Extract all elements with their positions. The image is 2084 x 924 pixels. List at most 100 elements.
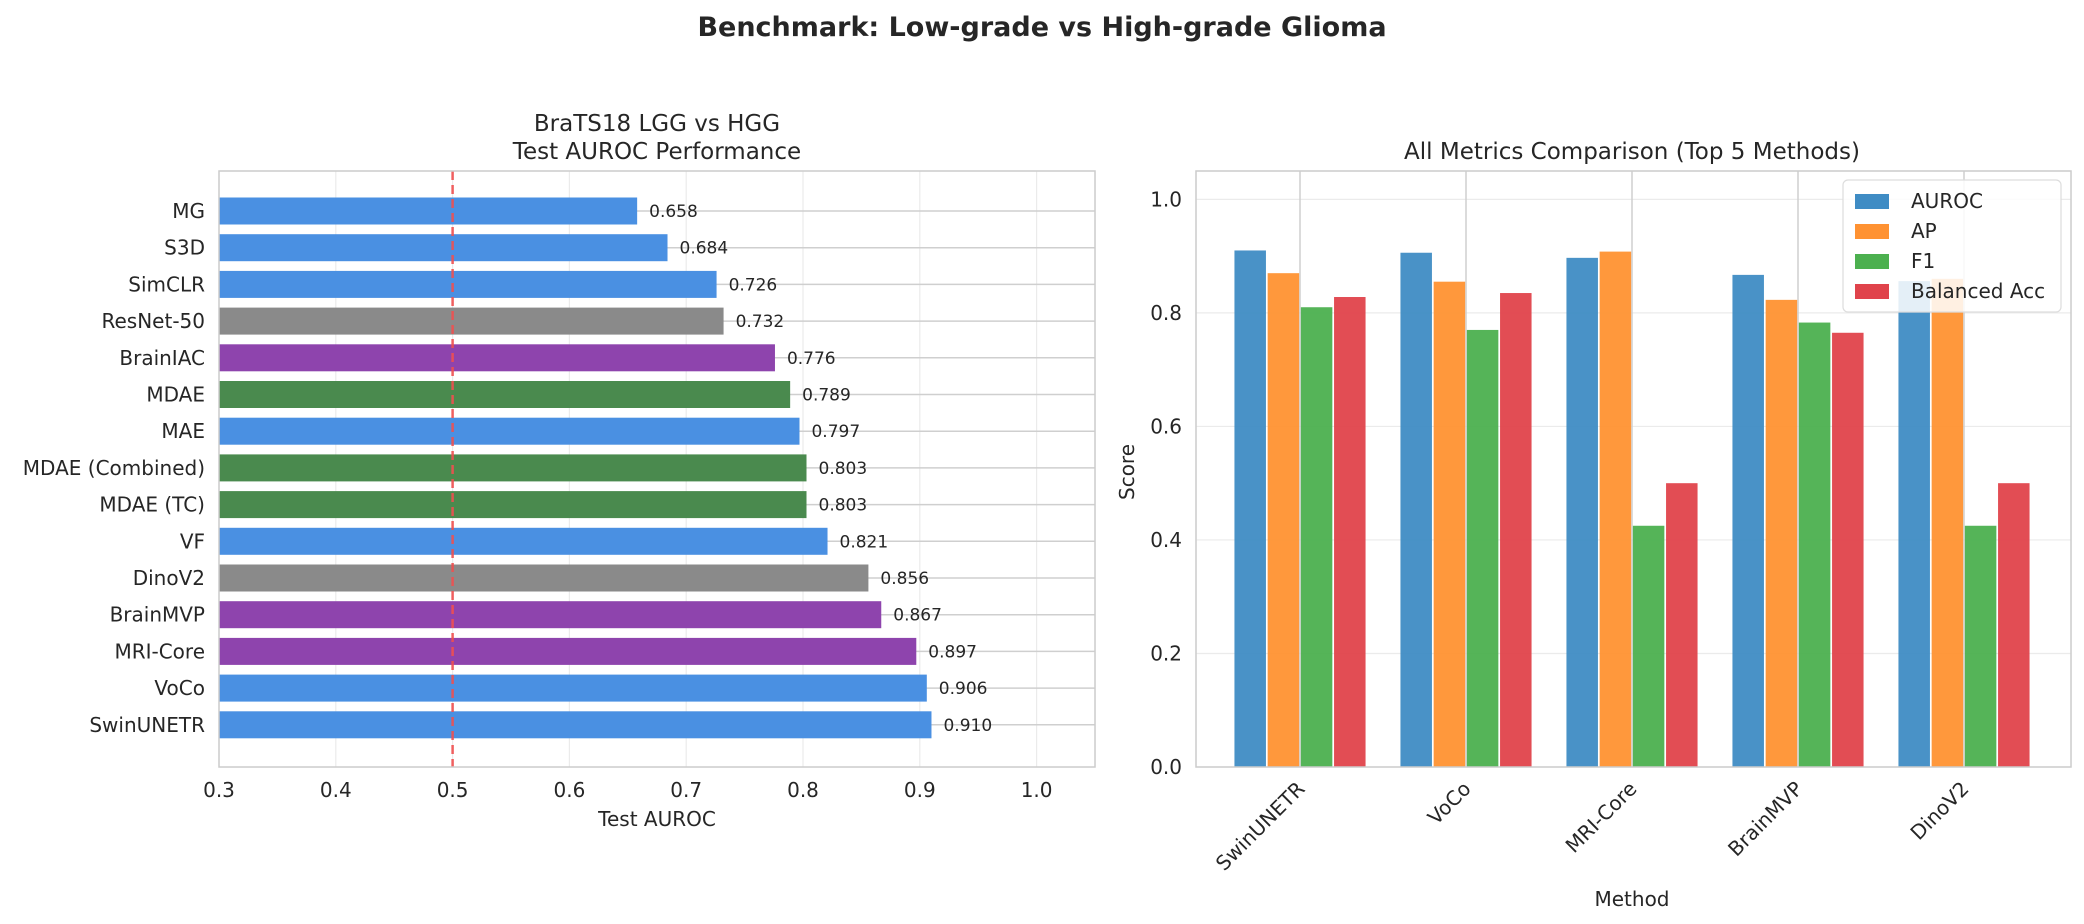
y-tick-mg: MG [172, 199, 205, 223]
bar-voco-auroc [1400, 252, 1432, 768]
left-plot-frame [218, 170, 1096, 768]
legend-label-ap: AP [1911, 219, 1937, 243]
bar-voco [219, 674, 927, 702]
legend-swatch-f1 [1855, 254, 1889, 269]
y-tick-resnet-50: ResNet-50 [102, 309, 206, 333]
bar-voco-balanced-acc [1500, 293, 1532, 767]
legend-label-f1: F1 [1911, 249, 1935, 273]
x-tick-1-0: 1.0 [1021, 778, 1053, 802]
bar-brainmvp-auroc [1732, 274, 1764, 767]
left-chart-title-line-1: BraTS18 LGG vs HGG [534, 111, 780, 137]
left-bars [219, 197, 932, 739]
legend-swatch-auroc [1855, 194, 1889, 209]
legend-box [1842, 179, 2062, 313]
x-tick-0-8: 0.8 [787, 778, 819, 802]
bar-mri-core-auroc [1566, 257, 1598, 767]
bar-mdae [219, 381, 791, 408]
bar-mg [219, 197, 638, 225]
x-tick-0-6: 0.6 [553, 778, 585, 802]
right-bars [1234, 250, 2030, 768]
y-tick-0-0: 0.0 [1150, 755, 1182, 779]
bar-s3d [219, 234, 668, 262]
y-tick-dinov2: DinoV2 [133, 566, 205, 590]
x-tick-dinov2: DinoV2 [1905, 777, 1973, 845]
x-tick-mri-core: MRI-Core [1561, 777, 1642, 858]
bar-dinov2-ap [1931, 278, 1964, 767]
right-y-ticks: 0.0 0.2 0.4 0.6 0.8 1.0 [1150, 187, 1182, 779]
x-tick-0-5: 0.5 [437, 778, 469, 802]
bar-mri-core [219, 637, 917, 665]
value-label-mg: 0.658 [649, 202, 698, 222]
bar-swinunetr-auroc [1234, 250, 1266, 767]
value-label-mdae-tc: 0.803 [819, 496, 868, 516]
y-tick-mri-core: MRI-Core [114, 639, 205, 663]
bar-mdae-combined [219, 454, 807, 482]
y-tick-0-2: 0.2 [1150, 641, 1182, 665]
value-label-brainmvp: 0.867 [893, 606, 942, 626]
y-tick-vf: VF [180, 529, 205, 553]
right-plot-frame [1195, 170, 2072, 768]
bar-brainmvp-ap [1765, 299, 1798, 767]
legend: AUROC AP F1 Balanced Acc [1842, 179, 2062, 313]
value-label-mri-core: 0.897 [928, 642, 977, 662]
legend-swatch-ap [1855, 224, 1889, 239]
bar-dinov2-f1 [1964, 525, 1997, 767]
y-tick-swinunetr: SwinUNETR [89, 713, 205, 737]
value-label-swinunetr: 0.910 [943, 716, 992, 736]
y-tick-1-0: 1.0 [1150, 187, 1182, 211]
x-tick-swinunetr: SwinUNETR [1211, 776, 1310, 875]
y-tick-mdae-combined: MDAE (Combined) [23, 456, 205, 480]
left-x-axis-label: Test AUROC [597, 807, 716, 831]
bar-mri-core-f1 [1632, 525, 1665, 767]
y-tick-mdae: MDAE [146, 383, 205, 407]
value-label-simclr: 0.726 [729, 275, 778, 295]
y-tick-simclr: SimCLR [128, 272, 205, 296]
x-tick-0-3: 0.3 [203, 778, 235, 802]
x-tick-0-9: 0.9 [904, 778, 936, 802]
x-tick-brainmvp: BrainMVP [1723, 777, 1807, 861]
value-label-dinov2: 0.856 [880, 569, 929, 589]
bar-brainmvp [219, 601, 882, 629]
y-tick-brainiac: BrainIAC [119, 346, 205, 370]
y-tick-voco: VoCo [154, 676, 205, 700]
bar-brainmvp-f1 [1798, 322, 1831, 767]
right-x-ticks: SwinUNETR VoCo MRI-Core BrainMVP DinoV2 [1211, 776, 1974, 875]
x-tick-voco: VoCo [1423, 777, 1476, 830]
bar-dinov2-auroc [1898, 281, 1930, 767]
left-chart: BraTS18 LGG vs HGG Test AUROC Performanc… [23, 111, 1096, 831]
value-label-mdae-combined: 0.803 [819, 459, 868, 479]
bar-swinunetr-ap [1267, 273, 1300, 767]
value-label-mdae: 0.789 [802, 386, 851, 406]
bar-dinov2-balanced-acc [1998, 483, 2030, 767]
y-tick-0-6: 0.6 [1150, 414, 1182, 438]
value-label-vf: 0.821 [840, 532, 889, 552]
bar-dinov2 [219, 564, 869, 592]
y-tick-s3d: S3D [164, 236, 205, 260]
left-x-ticks: 0.3 0.4 0.5 0.6 0.7 0.8 0.9 1.0 [203, 778, 1052, 802]
y-tick-0-8: 0.8 [1150, 301, 1182, 325]
right-y-axis-label: Score [1115, 444, 1139, 500]
bar-swinunetr [219, 711, 932, 739]
x-tick-0-4: 0.4 [320, 778, 352, 802]
value-label-mae: 0.797 [811, 422, 860, 442]
y-tick-mae: MAE [161, 419, 205, 443]
legend-swatch-balanced-acc [1855, 284, 1889, 299]
y-tick-brainmvp: BrainMVP [110, 603, 205, 627]
bar-mae [219, 417, 800, 445]
bar-mri-core-balanced-acc [1666, 483, 1698, 767]
y-tick-mdae-tc: MDAE (TC) [99, 493, 205, 517]
bar-vf [219, 527, 828, 555]
y-tick-0-4: 0.4 [1150, 528, 1182, 552]
value-label-voco: 0.906 [939, 679, 988, 699]
right-chart: All Metrics Comparison (Top 5 Methods) 0… [1115, 139, 2072, 911]
legend-label-balanced-acc: Balanced Acc [1911, 279, 2045, 303]
bar-brainmvp-balanced-acc [1832, 332, 1864, 767]
x-tick-0-7: 0.7 [670, 778, 702, 802]
bar-swinunetr-balanced-acc [1334, 297, 1366, 767]
bar-simclr [219, 270, 717, 298]
left-y-ticks: MG S3D SimCLR ResNet-50 BrainIAC MDAE MAE MDAE … [23, 199, 205, 737]
bar-swinunetr-f1 [1300, 307, 1333, 767]
bar-mri-core-ap [1599, 251, 1632, 767]
